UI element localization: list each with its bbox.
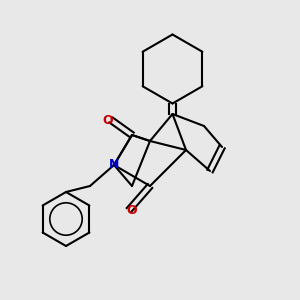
Text: N: N [109,158,119,172]
Text: O: O [103,113,113,127]
Text: O: O [127,203,137,217]
